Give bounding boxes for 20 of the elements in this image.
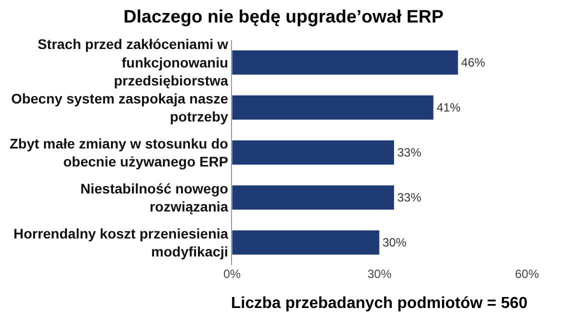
x-tick-label: 0% (223, 267, 241, 281)
bar (232, 50, 458, 76)
y-tick-label: Zbyt małe zmiany w stosunku do obecnie używanego ERP (10, 135, 228, 170)
chart-title: Dlaczego nie będę upgrade’ował ERP (123, 6, 444, 26)
text: Liczba przebadanych podmiotów = 560 (231, 295, 528, 312)
bar (232, 94, 434, 120)
y-tick-label: Strach przed zakłóceniami w funkcjonowaniu przedsiębiorstwa (38, 36, 228, 89)
data-label: 46% (461, 56, 486, 70)
y-tick-label: Horrendalny koszt przeniesienia modyfikacji (13, 225, 228, 260)
data-label: 33% (397, 146, 422, 160)
bar (232, 140, 394, 166)
bar (232, 184, 394, 210)
data-label: 41% (436, 100, 461, 115)
x-tick-label: 60% (514, 267, 540, 281)
data-label: 30% (382, 236, 407, 250)
bar (232, 230, 380, 256)
y-tick-label: Niestabilność nowego rozwiązania (80, 180, 228, 214)
x-tick-label: 30% (367, 267, 392, 281)
y-tick-label: Obecny system zaspokaja nasze potrzeby (11, 90, 228, 124)
data-label: 33% (397, 190, 422, 205)
